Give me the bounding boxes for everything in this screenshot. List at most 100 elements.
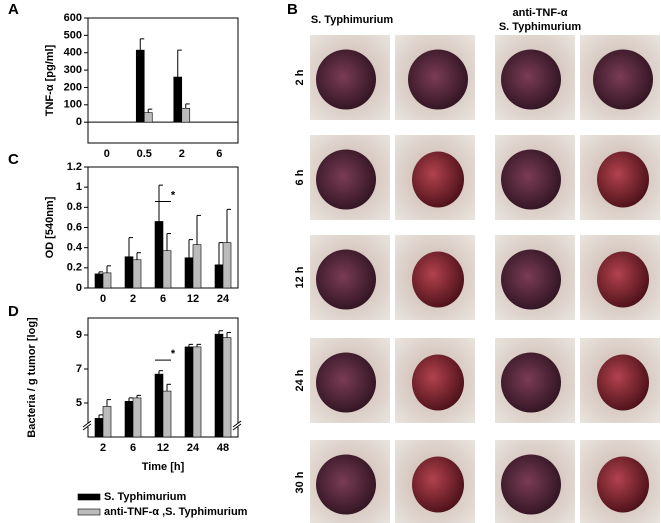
y-tick-label: 300 [64,64,82,76]
x-tick-label: 0 [100,293,106,305]
tumor [412,456,464,513]
y-tick-label: 1 [76,181,82,193]
error-bar [166,383,171,392]
row-label: 12 h [294,266,306,288]
bar [162,250,172,289]
photo [395,338,475,423]
error-bar [218,330,223,335]
photo [580,235,660,320]
column-header: S. Typhimurium [499,21,582,33]
error-bar [188,239,193,258]
bar [124,256,134,289]
error-bar [106,399,111,407]
x-tick-label: 12 [157,442,169,454]
bar [162,390,172,438]
photo [310,235,390,320]
plot-frame [87,17,239,144]
y-tick-label: 200 [64,81,82,93]
x-tick-label: 0 [104,148,110,160]
axis-break-gap [235,423,241,427]
tumor [501,249,561,310]
photo [395,440,475,523]
y-tick-label: 1.2 [67,161,82,173]
bar [214,264,224,289]
photo [495,235,575,320]
tumor [316,249,376,310]
tumor [501,352,561,413]
x-tick-label: 0.5 [137,148,152,160]
panel-label: A [8,1,19,18]
bar [192,244,202,289]
tumor [597,354,649,411]
x-tick-label: 24 [187,442,200,454]
x-tick-label: 48 [217,442,229,454]
error-bar [166,233,171,251]
y-tick-label: 0.6 [67,221,82,233]
x-tick-label: 2 [130,293,136,305]
tumor [597,151,649,208]
bar [132,397,142,438]
bar [184,346,194,438]
significance-mark: * [171,348,176,360]
x-tick-label: 6 [160,293,166,305]
bar [94,417,104,438]
bar [181,107,191,123]
y-axis-label: OD [540nm] [44,196,56,258]
significance-mark: * [171,189,176,201]
column-header: S. Typhimurium [311,14,394,26]
y-tick-label: 400 [64,47,82,59]
photo [395,135,475,220]
tumor [501,454,561,515]
error-bar [196,214,201,245]
axis-break-gap [85,423,91,427]
tumor [316,49,376,110]
error-bar [98,271,103,274]
bar [184,257,194,289]
tumor [316,149,376,210]
legend-swatch [77,508,101,516]
x-axis-label: Time [h] [142,461,185,473]
tumor [412,151,464,208]
panel-label: D [8,303,19,320]
error-bar [177,49,182,78]
y-tick-label: 0.4 [67,242,83,254]
error-bar [188,343,193,347]
error-bar [106,265,111,273]
bar [214,333,224,438]
bar [102,272,112,289]
photo [495,135,575,220]
bar [132,259,142,289]
error-bar [147,108,153,113]
x-tick-label: 24 [217,293,230,305]
panel-label: C [8,151,19,168]
y-tick-label: 600 [64,12,82,24]
y-tick-label: 100 [64,99,82,111]
y-tick-label: 0.2 [67,262,82,274]
bar [102,406,112,438]
tumor [597,456,649,513]
row-label: 24 h [294,369,306,391]
photo [310,440,390,523]
tumor [408,49,468,110]
photo [495,440,575,523]
y-tick-label: 500 [64,29,82,41]
panel-label: B [287,1,298,18]
error-bar [226,208,231,243]
error-bar [136,394,141,398]
error-bar [98,414,103,419]
x-tick-label: 6 [216,148,222,160]
tumor [597,251,649,308]
tumor [412,354,464,411]
bar [222,337,232,438]
photo [580,440,660,523]
error-bar [158,370,163,375]
photo [495,338,575,423]
legend-label: S. Typhimurium [104,491,187,503]
bar [94,273,104,289]
tumor [593,49,653,110]
bar [222,242,232,289]
bar [154,373,164,438]
bar [192,346,202,438]
photo [310,338,390,423]
